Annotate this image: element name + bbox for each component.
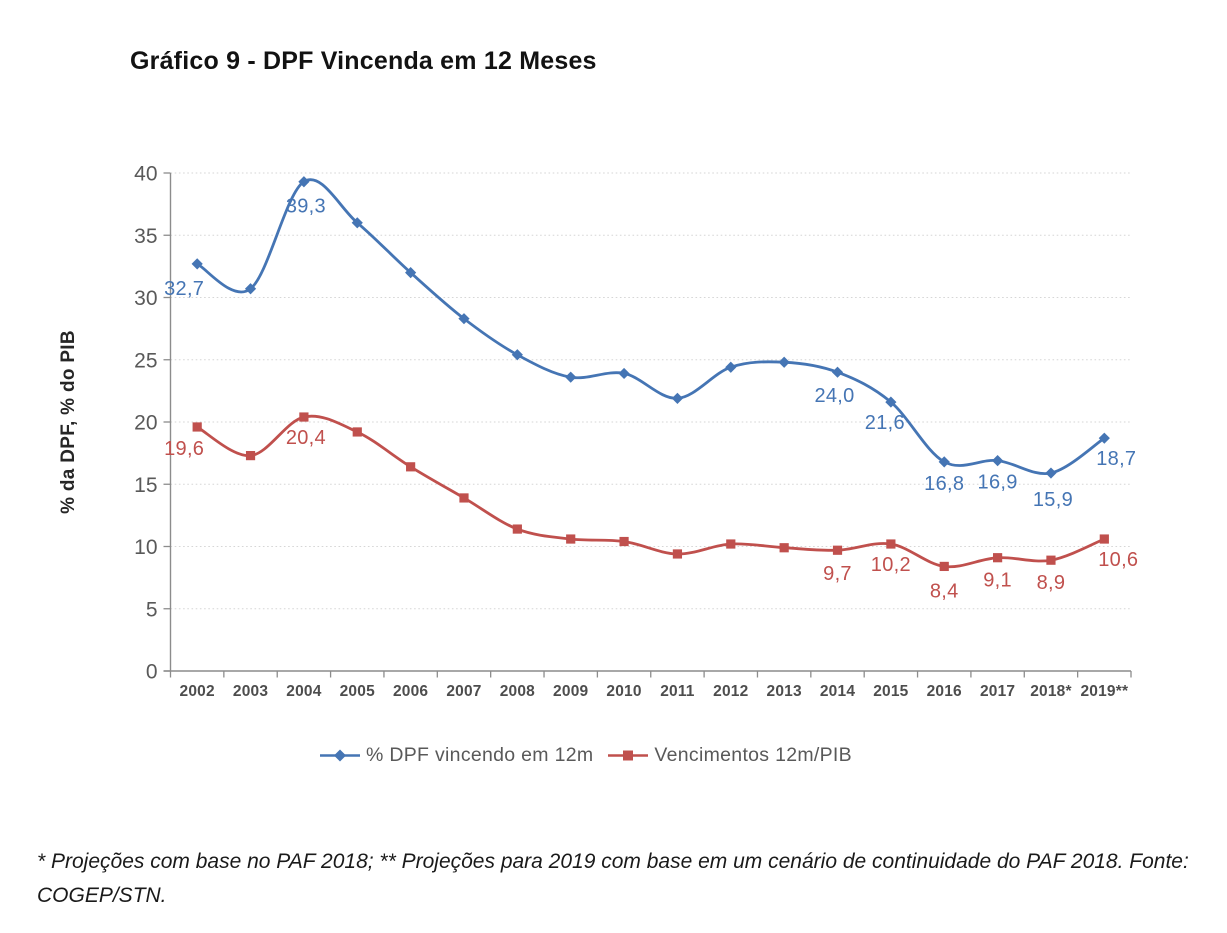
point-label: 8,4 [930, 580, 959, 602]
data-series: 32,7 39,3 24,0 21,6 16,8 16,9 15,9 18,7 19,6 20,4… [164, 176, 1138, 602]
x-tick-label: 2017 [980, 683, 1015, 700]
x-tick-label: 2012 [713, 683, 748, 700]
data-point-marker [619, 536, 629, 547]
data-point-marker [778, 356, 790, 368]
data-point-marker [1045, 467, 1057, 479]
series-line-1 [195, 414, 1106, 569]
x-tick-label: 2006 [393, 683, 428, 700]
y-tick-label: 10 [134, 536, 157, 559]
data-point-marker [672, 549, 683, 559]
data-point-marker [405, 267, 417, 279]
x-tick-label: 2013 [767, 683, 802, 700]
series-line-0 [195, 178, 1106, 476]
data-point-marker [512, 524, 522, 534]
data-point-marker [298, 176, 310, 188]
legend-label-vencimentos: Vencimentos 12m/PIB [654, 744, 852, 766]
data-point-marker [458, 313, 470, 325]
x-tick-label: 2003 [233, 683, 268, 700]
x-tick-label: 2004 [286, 683, 321, 700]
y-tick-label: 40 [134, 163, 157, 186]
x-tick-label: 2009 [553, 683, 588, 700]
data-point-marker [244, 283, 257, 295]
x-tick-label: 2015 [873, 683, 908, 700]
y-tick-label: 35 [134, 225, 157, 248]
y-tick-label: 20 [134, 412, 157, 435]
point-label: 19,6 [164, 438, 204, 460]
data-point-marker [832, 545, 843, 555]
point-label: 24,0 [814, 385, 854, 407]
y-tick-label: 5 [146, 598, 158, 621]
footnote: * Projeções com base no PAF 2018; ** Pro… [37, 850, 1189, 908]
x-tick-label: 2016 [927, 683, 962, 700]
point-label: 32,7 [164, 278, 204, 300]
data-point-marker [991, 454, 1004, 467]
legend-label-dpf-vincendo: % DPF vincendo em 12m [366, 744, 594, 766]
data-point-marker [566, 534, 576, 544]
x-tick-label: 2007 [446, 683, 481, 700]
x-tick-label: 2008 [500, 683, 535, 700]
data-point-marker [671, 392, 684, 404]
x-tick-label: 2018* [1030, 683, 1072, 700]
point-label: 18,7 [1096, 448, 1136, 470]
data-point-marker [1046, 555, 1056, 565]
y-tick-label: 25 [134, 349, 157, 372]
gridlines [170, 172, 1131, 610]
data-point-marker [565, 371, 577, 383]
x-tick-label: 2005 [340, 683, 375, 700]
point-label: 16,9 [978, 472, 1018, 494]
data-point-marker [939, 561, 949, 572]
point-label: 20,4 [286, 427, 326, 449]
x-tick-label: 2011 [660, 683, 695, 700]
legend-item-vencimentos: Vencimentos 12m/PIB [607, 744, 852, 767]
x-tick-label: 2014 [820, 683, 855, 700]
legend-diamond-blue [334, 749, 347, 762]
data-point-marker [299, 412, 309, 422]
data-point-marker [726, 539, 736, 549]
point-label: 9,1 [983, 570, 1012, 592]
data-point-marker [885, 396, 897, 408]
axes: 0 5 10 15 20 25 30 35 40 2002 2003 2004 2005 2006 2007… [134, 163, 1132, 700]
x-tick-label: 2019** [1080, 683, 1129, 700]
data-point-marker [992, 553, 1003, 563]
legend-square-red [623, 750, 634, 761]
data-point-marker [406, 462, 416, 472]
point-label: 21,6 [865, 412, 905, 434]
data-point-marker [1099, 534, 1109, 544]
point-label: 16,8 [924, 473, 964, 495]
point-label: 39,3 [286, 196, 326, 218]
point-label: 9,7 [823, 563, 852, 585]
point-label: 10,2 [871, 554, 911, 576]
data-point-marker [886, 539, 896, 549]
legend: % DPF vincendo em 12m Vencimentos 12m/PI… [0, 744, 1199, 767]
x-tick-label: 2002 [180, 683, 215, 700]
line-square-marker-icon [608, 750, 649, 761]
data-point-marker [352, 427, 362, 437]
y-tick-label: 30 [134, 287, 157, 310]
y-axis-title: % da DPF, % do PIB [58, 330, 79, 514]
data-point-marker [1098, 432, 1110, 444]
data-point-marker [618, 367, 630, 380]
y-tick-label: 15 [134, 474, 157, 497]
data-point-marker [938, 456, 950, 468]
data-point-marker [192, 422, 202, 432]
point-label: 8,9 [1037, 572, 1066, 594]
point-label: 15,9 [1033, 489, 1073, 511]
data-point-marker [779, 543, 789, 553]
data-point-marker [351, 217, 363, 229]
legend-item-dpf-vincendo: % DPF vincendo em 12m [319, 744, 593, 767]
point-label: 10,6 [1098, 549, 1138, 571]
data-point-marker [191, 258, 203, 270]
data-point-marker [511, 349, 523, 361]
y-tick-label: 0 [146, 661, 158, 684]
data-point-marker [831, 366, 844, 378]
x-tick-label: 2010 [606, 683, 641, 700]
data-point-marker [459, 493, 469, 503]
chart-title: Gráfico 9 - DPF Vincenda em 12 Meses [130, 47, 597, 75]
line-diamond-marker-icon [320, 749, 361, 762]
data-point-marker [725, 361, 737, 373]
data-point-marker [245, 451, 256, 461]
